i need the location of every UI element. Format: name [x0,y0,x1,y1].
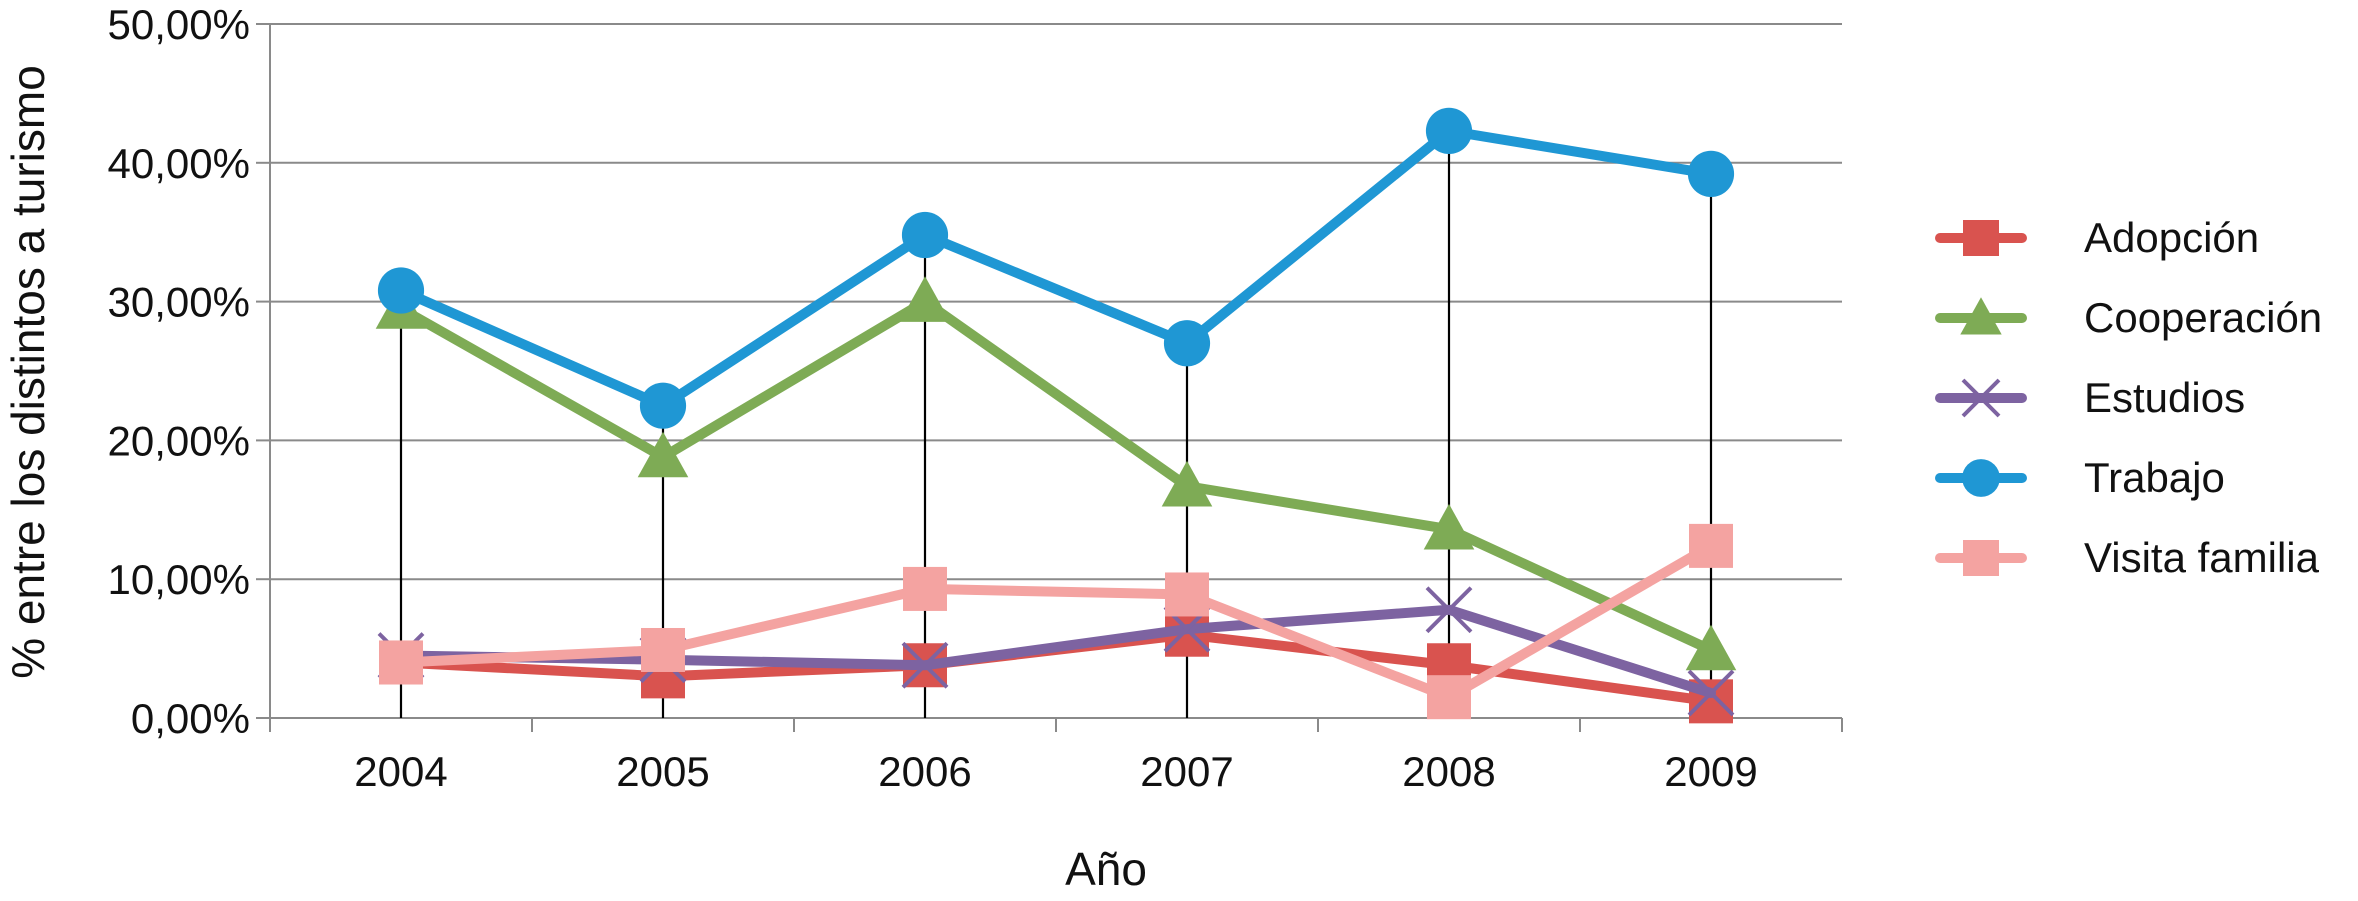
y-tick-label: 40,00% [108,140,250,187]
data-point-trabajo-2004 [377,267,425,314]
data-point-cooperacion-2008 [1423,503,1475,550]
series-line-trabajo [396,125,1716,411]
legend-swatch-marker [1963,540,1999,576]
data-point-cooperacion-2007 [1161,460,1213,507]
legend-item-estudios: Estudios [1935,374,2245,421]
y-axis-title: % entre los distintos a turismo [2,65,54,679]
y-tick-label: 50,00% [108,1,250,48]
legend-swatch-marker [1963,220,1999,256]
series-line-visita-familia [396,540,1716,703]
legend-item-trabajo: Trabajo [1935,454,2225,501]
data-point-visita-familia-2005 [641,627,685,672]
legend-swatch-marker [1962,459,2000,497]
series-visita-familia [379,523,1733,720]
data-point-visita-familia-2009 [1689,523,1733,568]
x-tick-label-2005: 2005 [616,748,709,795]
y-tick-label: 20,00% [108,417,250,464]
data-point-trabajo-2008 [1425,107,1473,154]
legend-item-cooperacion: Cooperación [1935,294,2322,341]
data-point-estudios-2006 [901,641,949,689]
data-point-trabajo-2005 [639,382,687,429]
data-point-visita-familia-2007 [1165,572,1209,617]
series-lines [375,107,1737,724]
series-adopcion [379,612,1733,724]
data-point-cooperacion-2005 [637,431,689,478]
legend-label-estudios: Estudios [2084,374,2245,421]
data-point-cooperacion-2006 [899,276,951,322]
axes: 0,00% 10,00% 20,00% 30,00% 40,00% 50,00% 2004 2… [108,1,1843,795]
series-cooperacion [375,276,1737,671]
y-tick-label: 10,00% [108,556,250,603]
legend-item-visita-familia: Visita familia [1935,534,2320,581]
data-point-estudios-2009 [1687,669,1735,717]
data-point-visita-familia-2004 [379,640,423,685]
x-tick-label-2007: 2007 [1140,748,1233,795]
y-tick-label: 30,00% [108,279,250,326]
series-trabajo [377,107,1735,429]
legend-item-adopcion: Adopción [1935,214,2259,261]
data-point-trabajo-2009 [1687,150,1735,198]
data-point-estudios-2008 [1425,586,1473,634]
legend: Adopción Cooperación Estudios Trabajo Visita… [1935,214,2322,581]
y-tick-label: 0,00% [131,695,250,742]
data-point-visita-familia-2006 [903,566,947,611]
x-tick-label-2006: 2006 [878,748,971,795]
x-tick-label-2008: 2008 [1402,748,1495,795]
legend-swatch-marker [1960,297,2002,335]
legend-label-trabajo: Trabajo [2084,454,2225,501]
x-tick-label-2009: 2009 [1664,748,1757,795]
data-point-trabajo-2007 [1163,320,1211,367]
x-axis-title: Año [1065,843,1147,895]
series-line-cooperacion [396,296,1716,655]
data-point-cooperacion-2009 [1685,624,1737,671]
series-line-estudios [396,604,1716,699]
legend-label-cooperacion: Cooperación [2084,294,2322,341]
legend-label-visita-familia: Visita familia [2084,534,2320,581]
legend-swatch-marker [1961,378,2001,418]
data-point-trabajo-2006 [901,211,949,259]
legend-label-adopcion: Adopción [2084,214,2259,261]
x-tick-label-2004: 2004 [354,748,447,795]
data-point-visita-familia-2008 [1427,675,1471,720]
